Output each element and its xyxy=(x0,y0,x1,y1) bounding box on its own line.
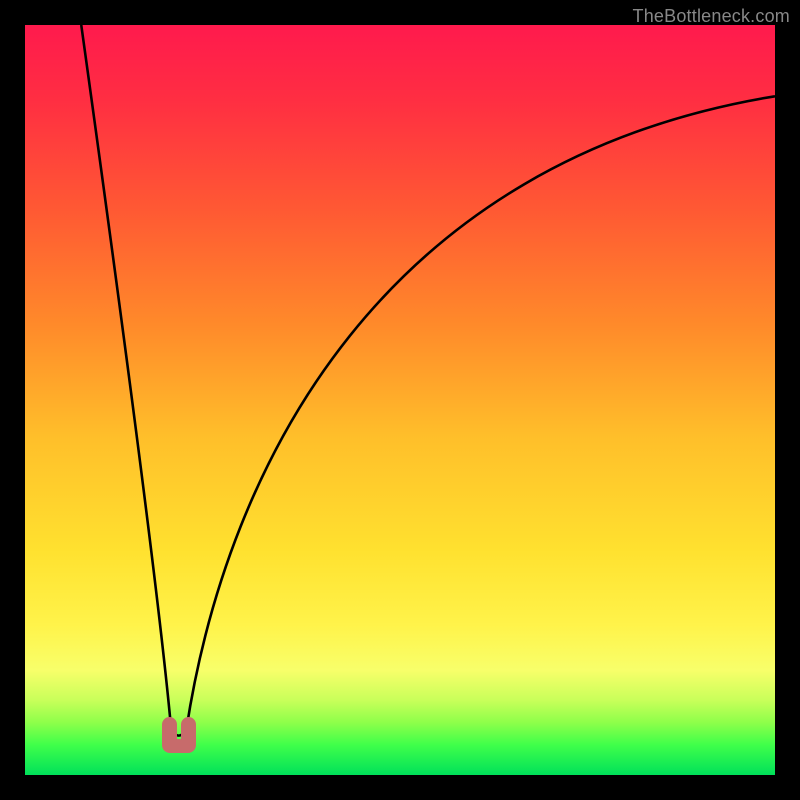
dip-marker xyxy=(162,717,196,755)
watermark-text: TheBottleneck.com xyxy=(633,6,790,27)
curve-layer xyxy=(25,25,775,775)
bottleneck-curve xyxy=(81,25,775,736)
dip-marker-bridge xyxy=(162,739,196,753)
chart-root: TheBottleneck.com xyxy=(0,0,800,800)
plot-area xyxy=(25,25,775,775)
